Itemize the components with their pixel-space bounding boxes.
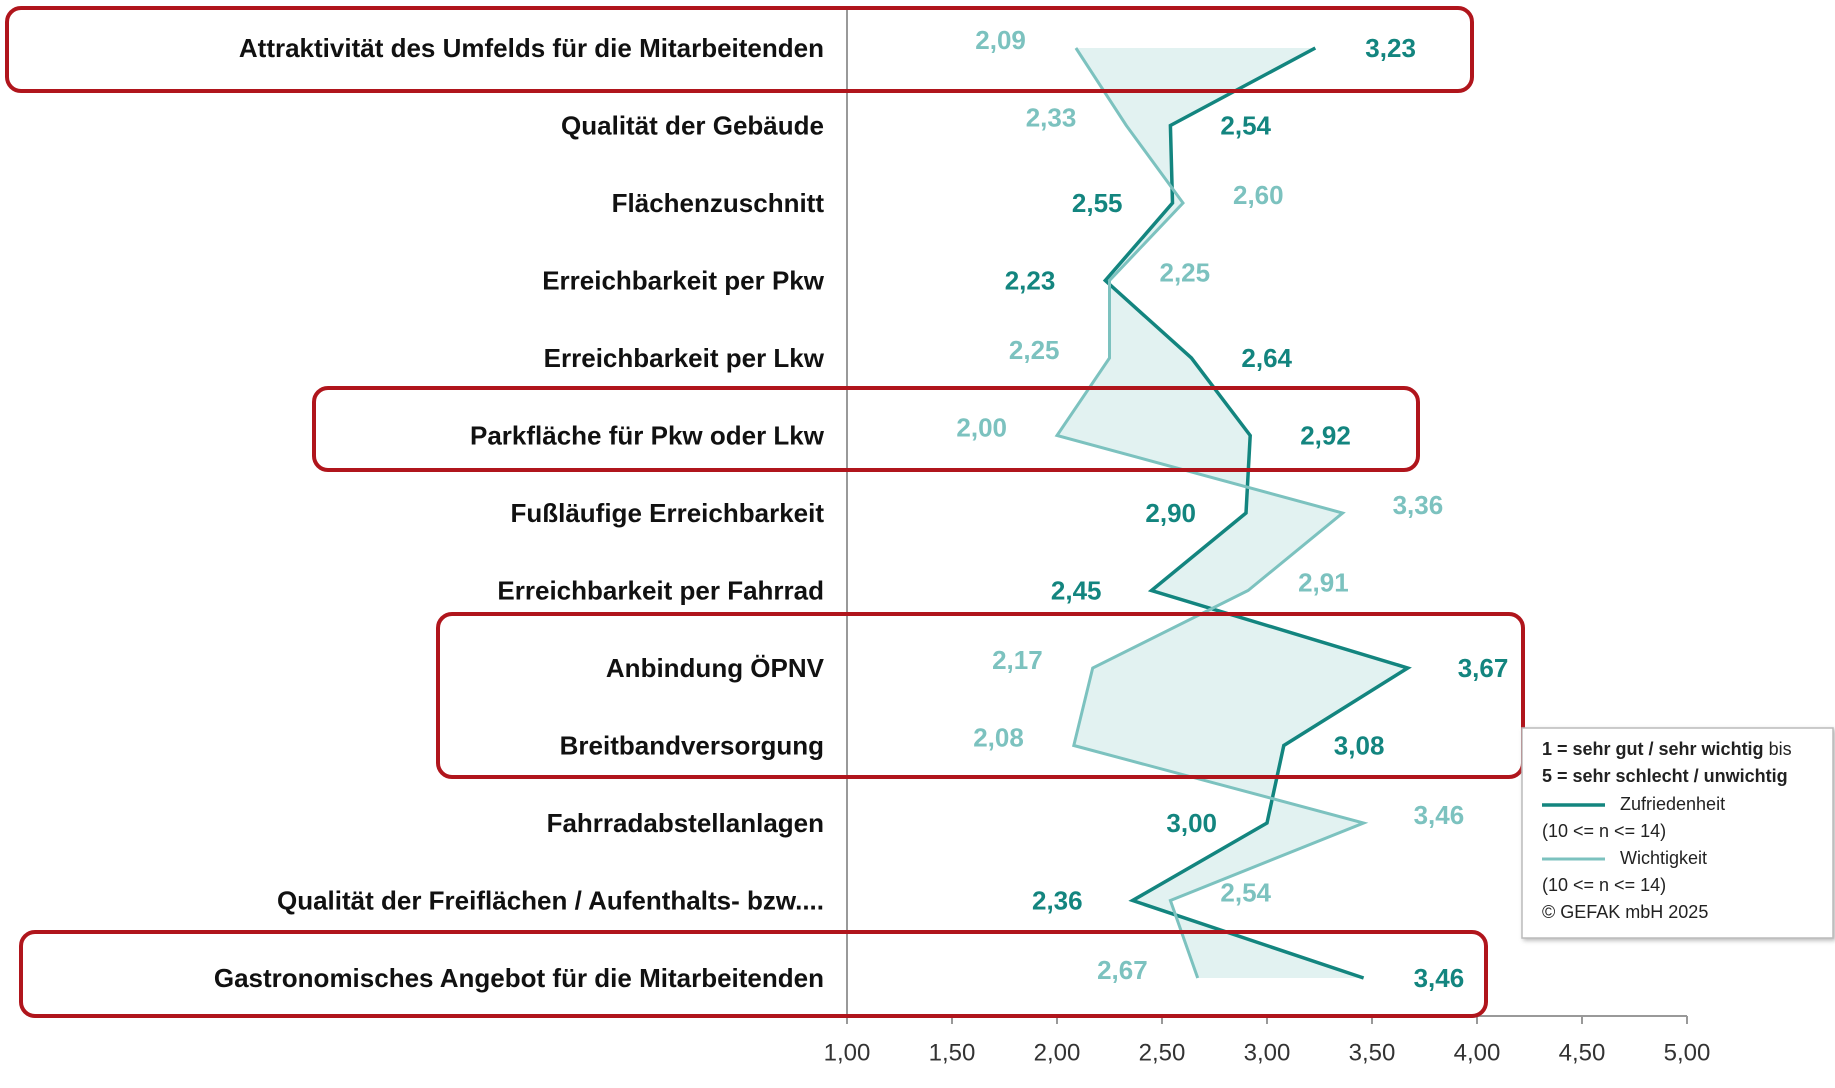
legend-note: 5 = sehr schlecht / unwichtig xyxy=(1542,766,1788,786)
value-label: 3,36 xyxy=(1393,490,1444,520)
legend-label: Wichtigkeit xyxy=(1620,848,1707,868)
value-label: 3,46 xyxy=(1414,800,1465,830)
value-label: 2,92 xyxy=(1300,420,1351,450)
x-tick-label: 3,50 xyxy=(1349,1039,1396,1066)
value-label: 2,00 xyxy=(956,412,1007,442)
category-label: Attraktivität des Umfelds für die Mitarb… xyxy=(239,33,824,63)
value-label: 3,67 xyxy=(1458,653,1509,683)
value-label: 2,91 xyxy=(1298,567,1349,597)
category-label: Qualität der Freiflächen / Aufenthalts- … xyxy=(277,885,824,915)
category-label: Erreichbarkeit per Pkw xyxy=(542,265,825,295)
category-label: Anbindung ÖPNV xyxy=(606,653,825,683)
category-label: Erreichbarkeit per Lkw xyxy=(544,343,825,373)
value-label: 2,64 xyxy=(1241,343,1292,373)
legend-box xyxy=(1521,727,1834,939)
x-tick-label: 4,00 xyxy=(1454,1039,1501,1066)
category-label: Flächenzuschnitt xyxy=(612,188,825,218)
x-tick-label: 5,00 xyxy=(1664,1039,1711,1066)
value-label: 2,45 xyxy=(1051,575,1102,605)
highlight-box xyxy=(5,6,1474,93)
value-label: 2,25 xyxy=(1160,257,1211,287)
highlight-box xyxy=(312,386,1420,472)
value-label: 2,36 xyxy=(1032,885,1083,915)
value-label: 2,23 xyxy=(1005,265,1056,295)
x-tick-label: 2,00 xyxy=(1034,1039,1081,1066)
x-tick-label: 2,50 xyxy=(1139,1039,1186,1066)
gap-area xyxy=(1057,48,1408,978)
category-label: Gastronomisches Angebot für die Mitarbei… xyxy=(214,963,824,993)
category-label: Breitbandversorgung xyxy=(560,730,824,760)
category-label: Erreichbarkeit per Fahrrad xyxy=(497,575,824,605)
value-label: 2,25 xyxy=(1009,335,1060,365)
value-label: 3,00 xyxy=(1166,808,1217,838)
category-label: Fußläufige Erreichbarkeit xyxy=(510,498,824,528)
value-label: 2,08 xyxy=(973,722,1024,752)
legend-note: 1 = sehr gut / sehr wichtig bis xyxy=(1542,739,1792,759)
legend-label: Zufriedenheit xyxy=(1620,794,1725,814)
highlight-box xyxy=(19,930,1488,1018)
value-label: 2,55 xyxy=(1072,188,1123,218)
legend-note: (10 <= n <= 14) xyxy=(1542,875,1666,895)
series-line xyxy=(1054,47,1369,979)
value-label: 2,60 xyxy=(1233,180,1284,210)
x-tick-label: 4,50 xyxy=(1559,1039,1606,1066)
category-label: Parkfläche für Pkw oder Lkw xyxy=(470,420,825,450)
legend-note-bold: 1 = sehr gut / sehr wichtig xyxy=(1542,739,1764,759)
value-label: 3,08 xyxy=(1334,730,1385,760)
category-label: Fahrradabstellanlagen xyxy=(547,808,824,838)
legend-note: (10 <= n <= 14) xyxy=(1542,821,1666,841)
x-tick-label: 3,00 xyxy=(1244,1039,1291,1066)
highlight-box xyxy=(436,612,1525,779)
value-label: 2,54 xyxy=(1220,877,1271,907)
value-label: 3,46 xyxy=(1414,963,1465,993)
value-label: 2,33 xyxy=(1026,102,1077,132)
x-tick-label: 1,00 xyxy=(824,1039,871,1066)
value-label: 2,54 xyxy=(1220,110,1271,140)
value-label: 2,67 xyxy=(1097,955,1148,985)
value-label: 2,90 xyxy=(1145,498,1196,528)
legend-note: bis xyxy=(1769,739,1792,759)
value-label: 3,23 xyxy=(1365,33,1416,63)
x-tick-label: 1,50 xyxy=(929,1039,976,1066)
series-line xyxy=(1102,46,1412,980)
legend: 1 = sehr gut / sehr wichtig bis 5 = sehr… xyxy=(1521,727,1834,939)
legend-note: © GEFAK mbH 2025 xyxy=(1542,902,1708,922)
category-label: Qualität der Gebäude xyxy=(561,110,824,140)
value-label: 2,17 xyxy=(992,645,1043,675)
value-label: 2,09 xyxy=(975,25,1026,55)
